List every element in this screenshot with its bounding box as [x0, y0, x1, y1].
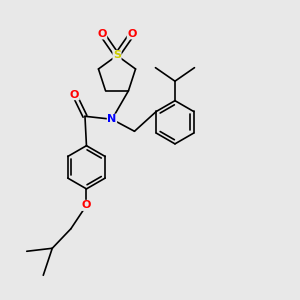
Text: S: S — [113, 50, 121, 61]
Text: O: O — [70, 90, 79, 100]
Text: N: N — [107, 114, 117, 124]
Text: O: O — [82, 200, 91, 210]
Text: O: O — [97, 29, 107, 39]
Text: O: O — [127, 29, 137, 39]
